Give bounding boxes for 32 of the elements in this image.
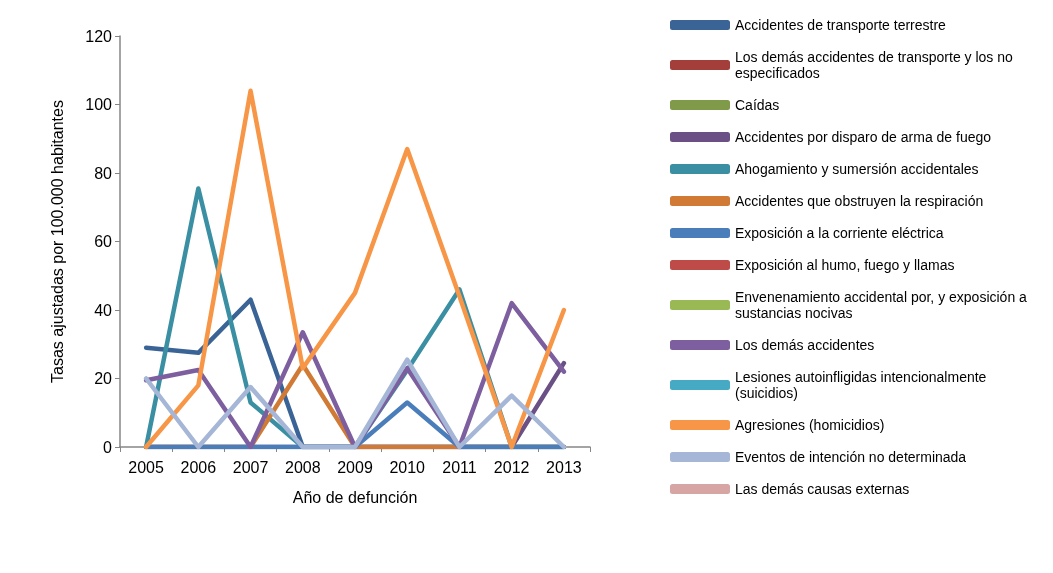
y-tick-label: 120: [85, 27, 113, 45]
legend-label: Los demás accidentes: [735, 337, 875, 353]
x-tick-label: 2007: [232, 458, 269, 476]
legend-label: Caídas: [735, 97, 780, 113]
legend-label: Accidentes que obstruyen la respiración: [735, 193, 984, 209]
x-tick-label: 2009: [337, 458, 373, 476]
y-tick-label: 0: [103, 438, 113, 456]
legend-label: Accidentes de transporte terrestre: [735, 17, 947, 33]
y-tick-label: 100: [85, 96, 113, 113]
x-tick-label: 2006: [180, 458, 217, 476]
legend-label: Lesiones autoinfligidas intencionalmente (suicidios): [735, 369, 991, 401]
legend-label: Envenenamiento accidental por, y exposición a sustancias nocivas: [735, 289, 1031, 321]
legend-label: Accidentes por disparo de arma de fuego: [735, 129, 992, 145]
y-tick-label: 20: [94, 370, 113, 387]
y-tick-label: 40: [94, 301, 113, 319]
y-axis-title: Tasas ajustadas por 100.000 habitantes: [48, 100, 66, 383]
legend-label: Ahogamiento y sumersión accidentales: [735, 161, 979, 177]
y-tick-label: 60: [94, 233, 113, 250]
legend-label: Eventos de intención no determinada: [735, 449, 967, 465]
legend-label: Agresiones (homicidios): [735, 417, 885, 433]
legend-label: Exposición a la corriente eléctrica: [735, 225, 944, 241]
x-tick-label: 2012: [493, 458, 530, 476]
x-axis-title: Año de defunción: [292, 488, 418, 506]
legend-label: Exposición al humo, fuego y llamas: [735, 257, 955, 273]
x-tick-label: 2011: [442, 458, 477, 476]
legend-label: Los demás accidentes de transporte y los no especificados: [735, 49, 1017, 81]
y-tick-label: 80: [94, 164, 113, 182]
x-tick-label: 2008: [284, 458, 321, 476]
x-tick-label: 2013: [546, 458, 582, 476]
x-tick-label: 2010: [389, 458, 426, 476]
x-tick-label: 2005: [128, 458, 165, 476]
legend-label: Las demás causas externas: [735, 481, 910, 497]
